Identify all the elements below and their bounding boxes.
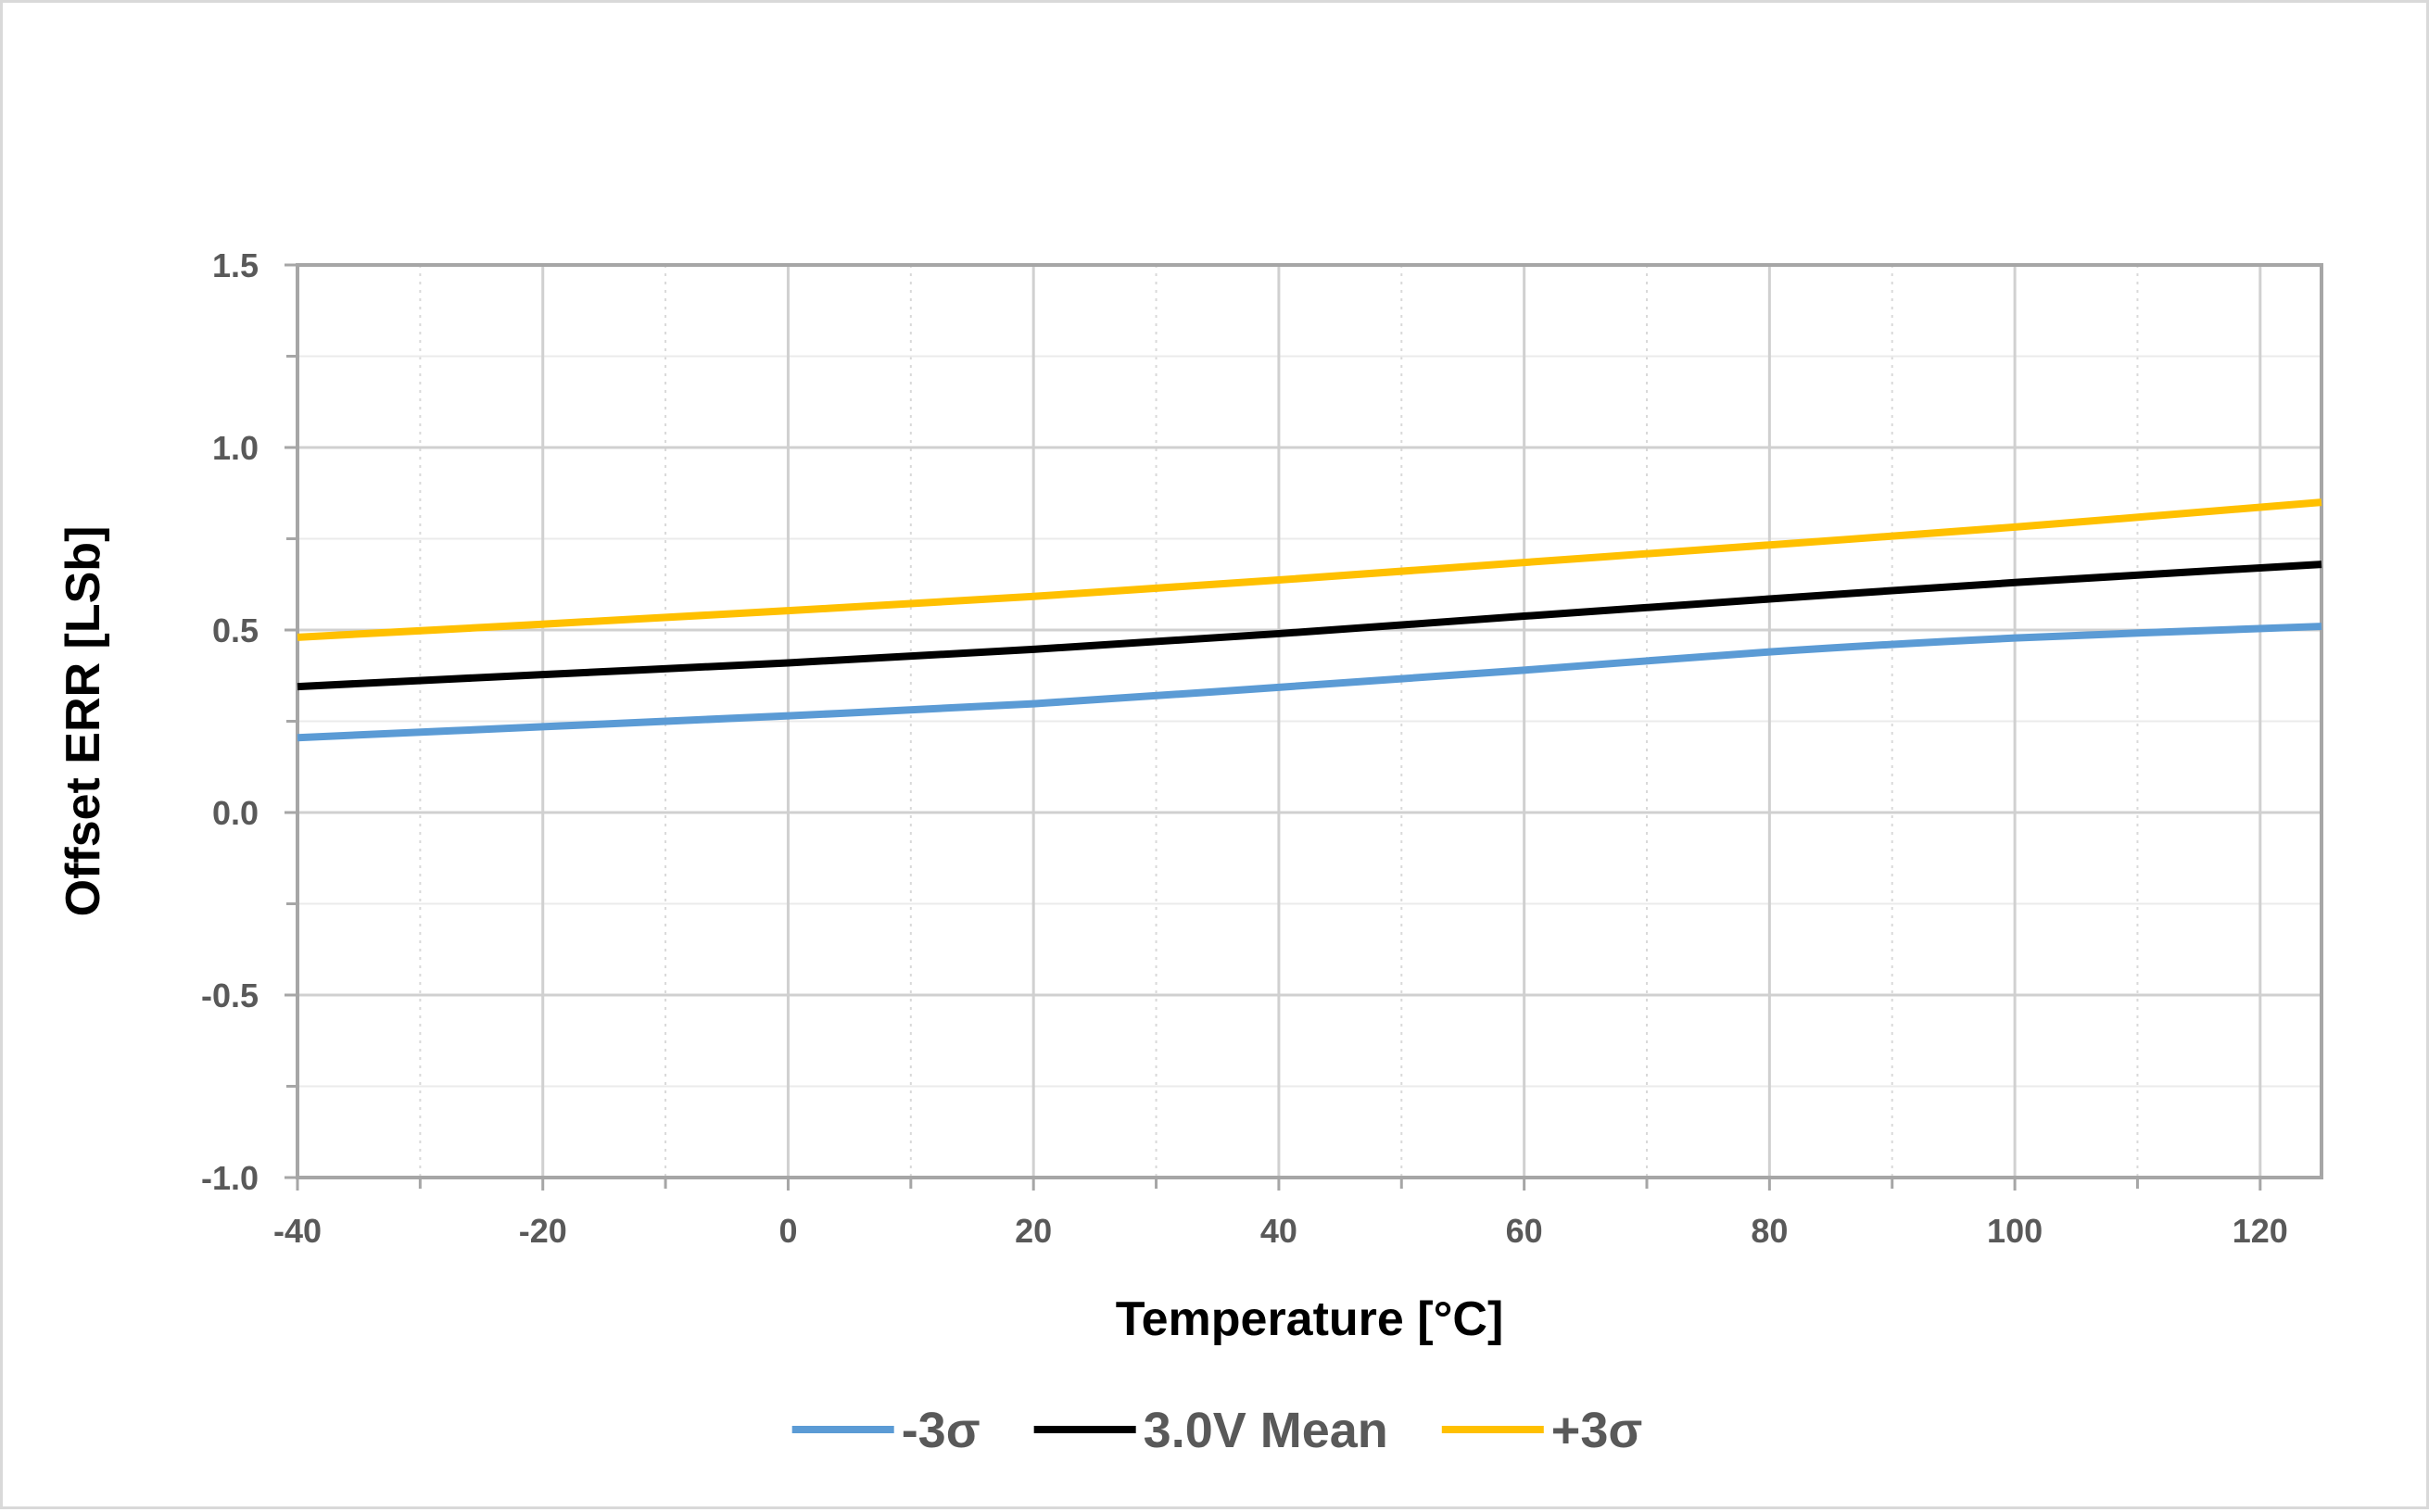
x-axis-title: Temperature [°C]	[1116, 1292, 1504, 1346]
legend-label: -3σ	[902, 1403, 980, 1458]
minor-gridlines	[297, 265, 2321, 1178]
chart-canvas: -40 -20 0 20 40 60 80 100 120 -1.0 -0.5 0.0 0.5 1.0 1…	[57, 246, 2323, 1458]
x-tick-label: 120	[2233, 1212, 2288, 1250]
x-tick-label: 40	[1260, 1212, 1297, 1250]
y-tick-label: 1.0	[212, 429, 259, 467]
x-tick-label: -40	[273, 1212, 322, 1250]
y-tick-label: -0.5	[201, 976, 259, 1014]
x-tick-label: 0	[778, 1212, 797, 1250]
legend-item-1: 3.0V Mean	[1033, 1403, 1388, 1458]
legend-item-2: +3σ	[1441, 1403, 1643, 1458]
y-tick-label: 0.5	[212, 611, 259, 649]
axis-tick-marks	[285, 263, 2262, 1191]
legend-label: 3.0V Mean	[1144, 1403, 1388, 1458]
y-tick-labels: -1.0 -0.5 0.0 0.5 1.0 1.5	[201, 246, 259, 1197]
x-tick-label: 80	[1751, 1212, 1788, 1250]
series-lines	[297, 498, 2322, 742]
series-line-1	[297, 561, 2322, 691]
y-tick-label: 0.0	[212, 794, 259, 832]
x-tick-label: 60	[1506, 1212, 1543, 1250]
series-line-0	[297, 623, 2322, 742]
legend: -3σ 3.0V Mean +3σ	[791, 1403, 1643, 1458]
x-tick-labels: -40 -20 0 20 40 60 80 100 120	[273, 1212, 2288, 1250]
y-tick-label: 1.5	[212, 246, 259, 284]
x-tick-label: 20	[1015, 1212, 1052, 1250]
legend-label: +3σ	[1551, 1403, 1643, 1458]
y-tick-label: -1.0	[201, 1159, 259, 1197]
x-tick-label: -20	[519, 1212, 567, 1250]
legend-item-0: -3σ	[791, 1403, 980, 1458]
y-axis-title: Offset ERR [LSb]	[57, 526, 110, 917]
series-line-2	[297, 498, 2322, 641]
x-tick-label: 100	[1987, 1212, 2043, 1250]
